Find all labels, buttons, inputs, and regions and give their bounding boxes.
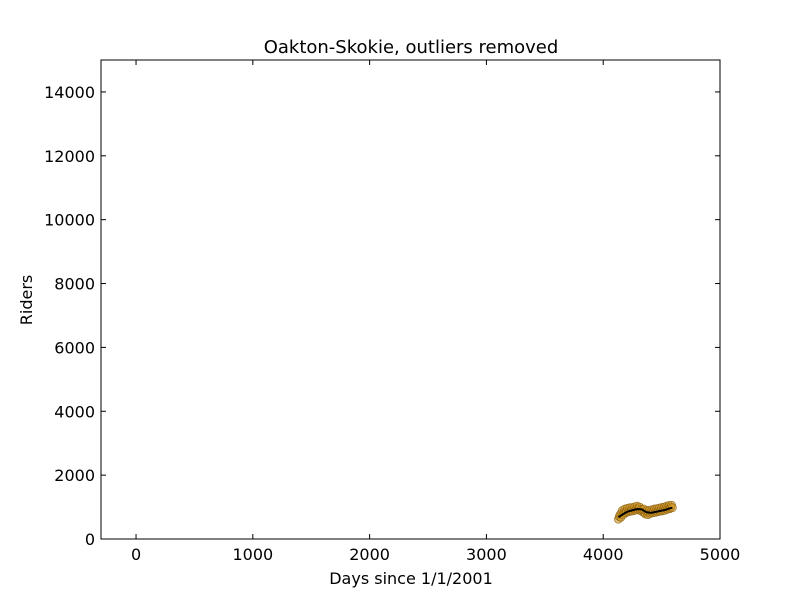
- y-axis-label: Riders: [17, 275, 36, 325]
- x-tick-label: 2000: [349, 545, 390, 564]
- x-tick-label: 1000: [232, 545, 273, 564]
- x-tick-label: 3000: [466, 545, 507, 564]
- x-axis-label: Days since 1/1/2001: [329, 569, 493, 588]
- plot-frame: [100, 59, 721, 540]
- chart-title: Oakton-Skokie, outliers removed: [264, 37, 559, 58]
- y-tick-label: 2000: [54, 466, 95, 485]
- x-tick-label: 4000: [583, 545, 624, 564]
- y-tick-label: 0: [85, 530, 95, 549]
- y-tick-label: 4000: [54, 402, 95, 421]
- y-tick-label: 8000: [54, 275, 95, 294]
- smoothed-line: [617, 506, 673, 519]
- y-tick-label: 6000: [54, 338, 95, 357]
- y-tick-label: 12000: [44, 147, 95, 166]
- y-tick-label: 10000: [44, 211, 95, 230]
- ticks-layer: 0 1000 2000 3000 4000 5000 0 2000 4000 6000 8000 10…: [44, 60, 740, 564]
- y-tick-label: 14000: [44, 83, 95, 102]
- x-tick-label: 0: [131, 545, 141, 564]
- data-layer: [614, 500, 677, 524]
- x-tick-label: 5000: [700, 545, 741, 564]
